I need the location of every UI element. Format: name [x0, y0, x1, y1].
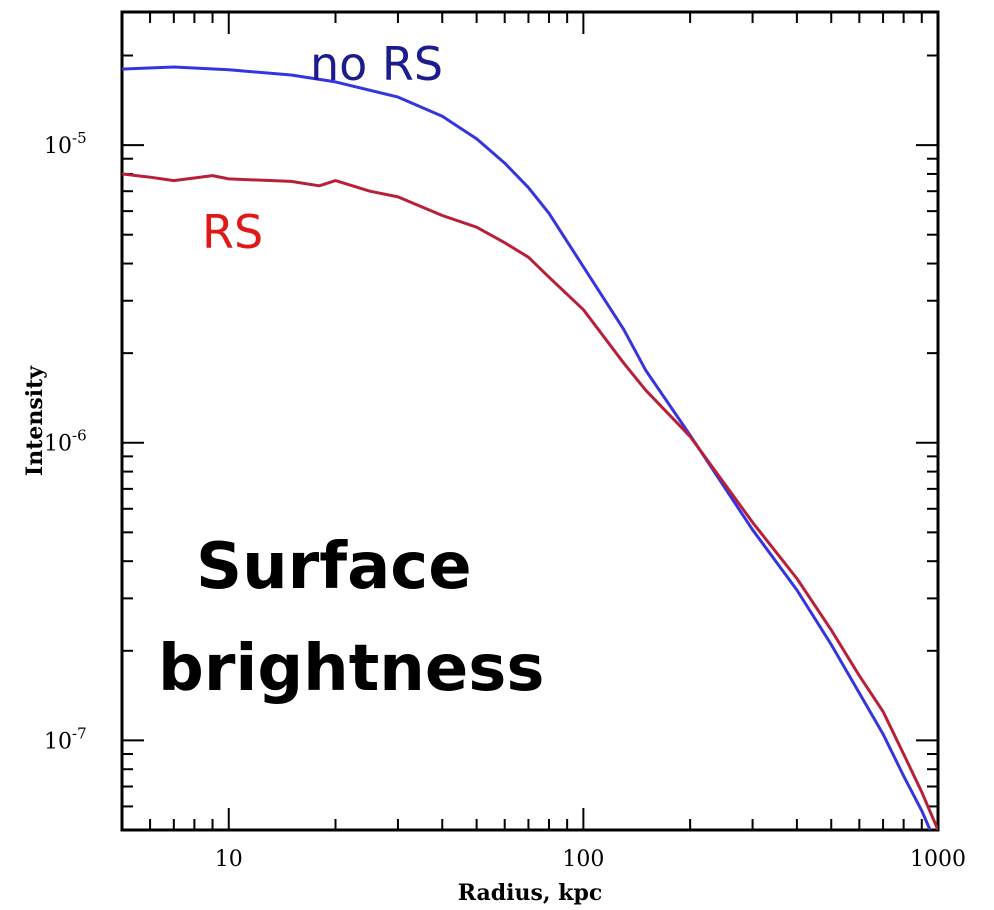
y-tick-labels: 10-5 10-6 10-7: [44, 129, 87, 754]
annotation-no-rs: no RS: [310, 37, 443, 91]
annotation-surface: Surface: [196, 530, 472, 604]
x-tick-labels: 10 100 1000: [215, 847, 966, 872]
axis-ticks: [121, 12, 939, 831]
x-tick-label: 1000: [910, 847, 966, 872]
x-tick-label: 100: [562, 847, 604, 872]
x-tick-label: 10: [215, 847, 243, 872]
y-tick-label: 10-7: [44, 724, 87, 754]
series-line-rs: [122, 172, 938, 830]
y-axis-label: Intensity: [22, 365, 48, 476]
series-layer: [122, 65, 938, 830]
y-tick-label: 10-6: [44, 427, 87, 457]
y-tick-label: 10-5: [44, 129, 87, 159]
annotation-rs: RS: [202, 205, 263, 259]
plot-frame: [120, 10, 940, 832]
annotation-brightness: brightness: [158, 632, 544, 706]
series-line-no-rs: [122, 65, 932, 830]
x-axis-label: Radius, kpc: [458, 880, 603, 906]
